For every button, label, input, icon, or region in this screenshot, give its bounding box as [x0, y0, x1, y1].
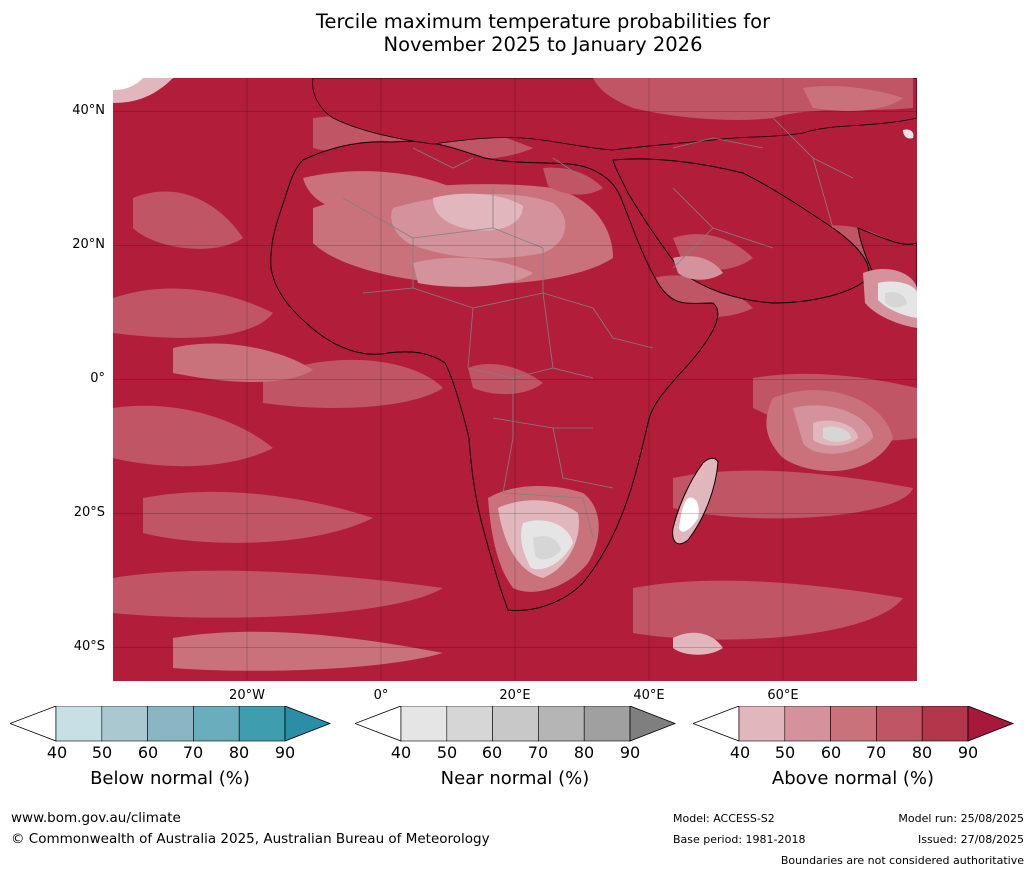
lon-label-20w: 20°W	[229, 688, 265, 703]
cb-tick: 60	[481, 743, 503, 762]
country-borders	[342, 117, 854, 539]
cb-tick: 60	[820, 743, 842, 762]
colorbar-low-extend	[10, 706, 57, 742]
title-line-2: November 2025 to January 2026	[383, 33, 703, 56]
model-run-date: Model run: 25/08/2025	[898, 812, 1024, 825]
model-name: Model: ACCESS-S2	[673, 812, 775, 825]
cb-tick: 80	[911, 743, 933, 762]
colorbar-segment	[400, 706, 448, 742]
cb-tick: 40	[729, 743, 751, 762]
lat-label-20n: 20°N	[72, 237, 105, 252]
lat-label-0: 0°	[90, 371, 105, 386]
cb-tick: 40	[46, 743, 68, 762]
cb-tick: 70	[865, 743, 887, 762]
cb-tick: 70	[182, 743, 204, 762]
colorbar-segment	[147, 706, 194, 742]
above-normal-colorbar	[693, 706, 1015, 742]
colorbar-segment	[492, 706, 539, 742]
colorbar-segment	[921, 706, 969, 742]
issued-date: Issued: 27/08/2025	[917, 833, 1024, 846]
near-normal-colorbar	[355, 706, 677, 742]
near-normal-title: Near normal (%)	[440, 768, 590, 789]
below-normal-title: Below normal (%)	[90, 768, 250, 789]
colorbar-high-extend	[629, 706, 677, 742]
boundary-disclaimer: Boundaries are not considered authoritat…	[780, 854, 1024, 867]
colorbar-segment	[538, 706, 585, 742]
above-normal-title: Above normal (%)	[771, 768, 935, 789]
website-link[interactable]: www.bom.gov.au/climate	[11, 810, 181, 826]
map-svg	[113, 78, 917, 681]
chart-title: Tercile maximum temperature probabilitie…	[0, 10, 1035, 56]
colorbar-segment	[784, 706, 831, 742]
base-period: Base period: 1981-2018	[673, 833, 806, 846]
cb-tick: 90	[619, 743, 641, 762]
title-line-1: Tercile maximum temperature probabilitie…	[315, 10, 771, 33]
lon-label-0: 0°	[373, 688, 389, 703]
cb-tick: 50	[91, 743, 113, 762]
cb-tick: 60	[137, 743, 159, 762]
colorbar-segment	[446, 706, 493, 742]
colorbar-segment	[583, 706, 631, 742]
cb-tick: 70	[527, 743, 549, 762]
colorbar-low-extend	[693, 706, 740, 742]
cb-tick: 80	[228, 743, 250, 762]
cb-tick: 50	[436, 743, 458, 762]
below-normal-colorbar	[10, 706, 332, 742]
colorbar-high-extend	[284, 706, 332, 742]
colorbar-segment	[738, 706, 786, 742]
colorbar-segment	[830, 706, 877, 742]
lon-label-60e: 60°E	[767, 688, 799, 703]
colorbar-segment	[876, 706, 923, 742]
cb-tick: 80	[573, 743, 595, 762]
probability-map	[113, 78, 917, 681]
colorbar-segment	[101, 706, 148, 742]
copyright-text: © Commonwealth of Australia 2025, Austra…	[11, 831, 490, 847]
colorbar-segment	[193, 706, 240, 742]
arabia-land	[612, 158, 870, 304]
lat-label-40s: 40°S	[73, 639, 105, 654]
colorbar-low-extend	[355, 706, 402, 742]
cb-tick: 90	[274, 743, 296, 762]
lat-label-20s: 20°S	[73, 505, 105, 520]
colorbar-segment	[238, 706, 286, 742]
cb-tick: 50	[774, 743, 796, 762]
cb-tick: 40	[390, 743, 412, 762]
graticule	[113, 78, 917, 681]
lon-label-40e: 40°E	[633, 688, 665, 703]
lat-label-40n: 40°N	[72, 103, 105, 118]
colorbar-segment	[55, 706, 103, 742]
cb-tick: 90	[957, 743, 979, 762]
colorbar-high-extend	[967, 706, 1015, 742]
lon-label-20e: 20°E	[499, 688, 531, 703]
